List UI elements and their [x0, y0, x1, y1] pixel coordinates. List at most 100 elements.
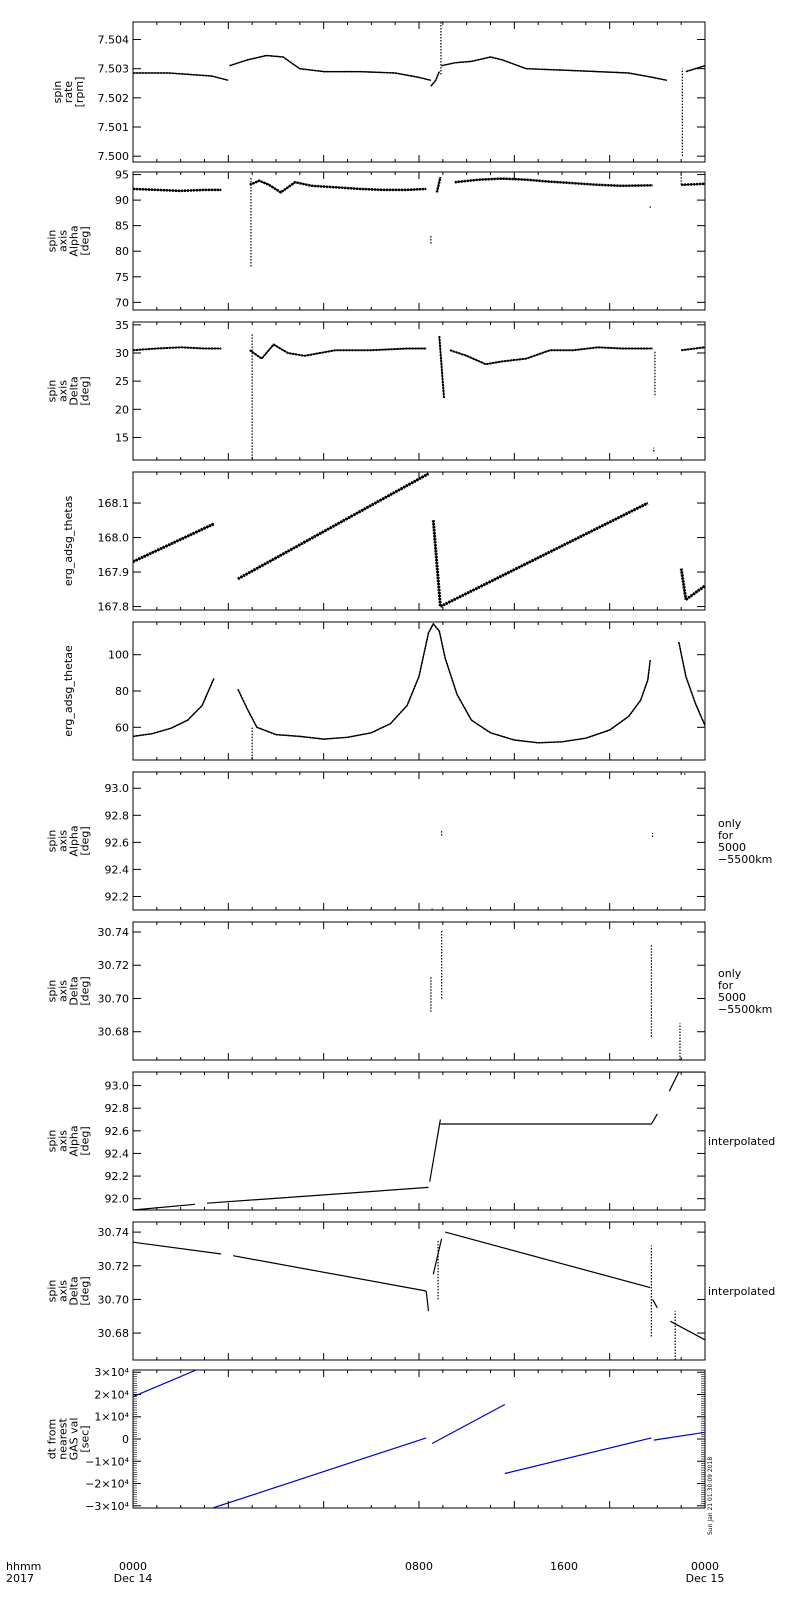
data-line: [454, 178, 653, 187]
y-tick-label: 30.70: [98, 992, 130, 1005]
data-line: [212, 1437, 427, 1508]
y-tick-label: 7.500: [98, 150, 130, 163]
y-axis-label: spin: [46, 830, 59, 853]
data-line: [249, 180, 427, 193]
x-tick-label: 0000: [119, 1560, 147, 1573]
y-tick-label: 92.4: [105, 1147, 130, 1160]
y-axis-label: spin: [51, 81, 64, 104]
data-line: [449, 346, 653, 365]
data-line: [133, 346, 222, 351]
y-axis-label: erg_adsg_thetae: [62, 645, 75, 737]
y-axis-label: [sec]: [79, 1425, 92, 1452]
y-tick-label: 92.2: [105, 1170, 130, 1183]
panel-frame: [132, 21, 706, 163]
data-line: [229, 54, 432, 81]
y-tick-label: 92.6: [105, 1125, 130, 1138]
y-axis-label: spin: [46, 380, 59, 403]
data-line: [429, 1119, 441, 1182]
panel-spin-axis-alpha-interp: 92.0 92.2 92.4 92.6 92.8 93.0 spinaxisAlpha[de…: [46, 1071, 775, 1211]
data-line: [432, 1238, 443, 1275]
series-spin-axis-delta: [133, 333, 705, 459]
y-tick-label: 167.8: [98, 601, 130, 614]
y-tick-label: 7.501: [98, 121, 130, 134]
series-spin-axis-delta-5000: [430, 930, 681, 1060]
panel-note: only: [718, 967, 742, 980]
y-tick-label: 75: [115, 271, 129, 284]
y-tick-label: −2×10⁴: [85, 1478, 129, 1491]
y-axis-label: [rpm]: [73, 77, 86, 108]
x-date-label: Dec 15: [686, 1572, 725, 1585]
data-line: [668, 1072, 680, 1092]
data-line: [653, 1431, 705, 1441]
y-tick-label: 80: [115, 685, 129, 698]
data-line: [430, 71, 440, 87]
x-corner-label-year: 2017: [6, 1572, 34, 1585]
data-line: [436, 176, 441, 193]
series-erg-adsg-thetas: [133, 472, 705, 608]
y-tick-label: 168.1: [98, 497, 130, 510]
series-erg-adsg-thetae: [133, 623, 705, 760]
y-tick-label: 35: [115, 319, 129, 332]
data-line: [431, 1403, 506, 1445]
data-band: [237, 623, 651, 744]
y-axis-label: [deg]: [79, 1126, 92, 1155]
y-axis-label: axis: [57, 380, 70, 402]
data-line: [441, 56, 668, 81]
y-tick-label: 90: [115, 194, 129, 207]
y-axis-label: Delta: [68, 1276, 81, 1305]
data-line: [678, 641, 705, 726]
y-axis-label: Alpha: [68, 225, 81, 256]
y-tick-label: 30.68: [98, 1026, 130, 1039]
y-axis-label: spin: [46, 1130, 59, 1153]
chart-panels: 7.5007.5017.5027.5037.504spinrate[rpm]70…: [46, 21, 775, 1513]
series-spin-axis-alpha: [133, 174, 705, 267]
y-tick-label: 100: [108, 649, 129, 662]
y-tick-label: 7.502: [98, 92, 130, 105]
data-line: [445, 1231, 651, 1289]
y-axis-label: axis: [57, 980, 70, 1002]
y-tick-label: 2×10⁴: [94, 1388, 129, 1401]
y-tick-label: 60: [115, 721, 129, 734]
panel-frame: [132, 921, 706, 1061]
data-line: [249, 343, 427, 360]
panel-note: for: [718, 829, 734, 842]
y-axis-label: dt from: [46, 1419, 59, 1459]
data-line: [680, 568, 687, 600]
y-tick-label: 167.9: [98, 566, 130, 579]
y-tick-label: 92.4: [105, 863, 130, 876]
series-spin-axis-delta-interp: [133, 1231, 705, 1360]
data-band: [229, 54, 432, 82]
y-tick-label: 95: [115, 169, 129, 182]
data-line: [237, 623, 651, 744]
panel-note: interpolated: [708, 1135, 775, 1148]
y-axis-label: [deg]: [79, 826, 92, 855]
data-line: [440, 502, 649, 608]
y-tick-label: 70: [115, 296, 129, 309]
generation-timestamp: Sun Jan 21 01:30:09 2018: [707, 1457, 714, 1535]
y-tick-label: 7.503: [98, 63, 130, 76]
y-tick-label: 15: [115, 431, 129, 444]
data-line: [206, 1186, 429, 1204]
data-line: [504, 1437, 652, 1475]
y-tick-label: −1×10⁴: [85, 1455, 129, 1468]
y-tick-label: 93.0: [105, 782, 130, 795]
data-line: [237, 473, 429, 580]
y-axis-label: Delta: [68, 376, 81, 405]
y-axis-label: axis: [57, 1130, 70, 1152]
y-tick-label: 30.68: [98, 1327, 130, 1340]
y-tick-label: 30: [115, 347, 129, 360]
y-tick-label: 92.8: [105, 1102, 130, 1115]
data-line: [133, 188, 222, 192]
y-tick-label: 92.0: [105, 1193, 130, 1206]
data-line: [133, 1370, 197, 1398]
y-axis-label: [deg]: [79, 376, 92, 405]
panel-note: 5000: [718, 991, 746, 1004]
panel-dt-from-nearest-gas-val: −3×10⁴ −2×10⁴ −1×10⁴ 0 1×10⁴ 2×10⁴ 3×10⁴ dt fro…: [46, 1366, 706, 1513]
series-spin-axis-alpha-5000: [431, 772, 686, 910]
y-axis-label: axis: [57, 1280, 70, 1302]
panel-note: only: [718, 817, 742, 830]
y-tick-label: 168.0: [98, 532, 130, 545]
panel-frame: [132, 771, 706, 911]
